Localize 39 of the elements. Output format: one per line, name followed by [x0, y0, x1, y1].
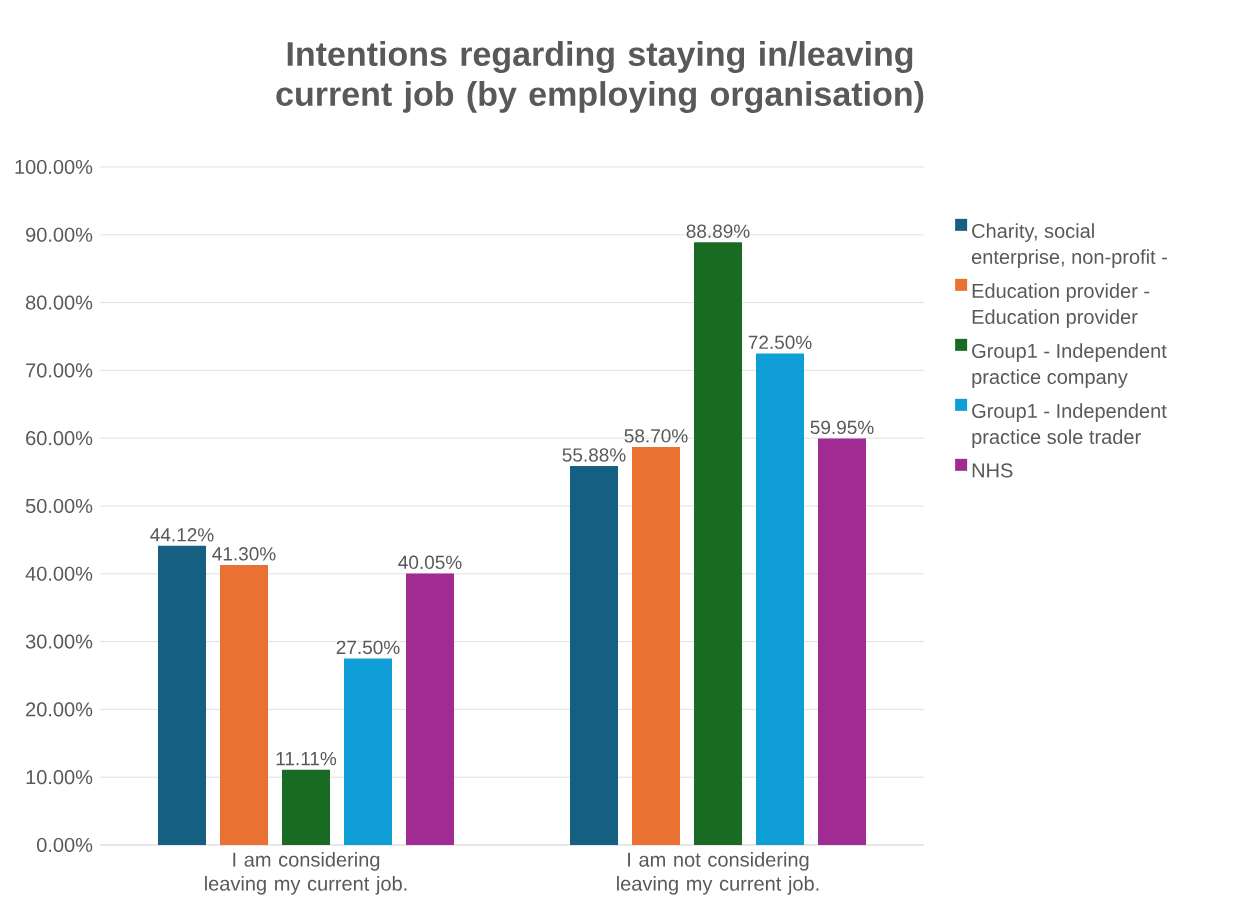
data-label: 58.70% [624, 429, 688, 443]
y-tick-label: 30.00% [25, 634, 93, 649]
y-tick-label: 100.00% [15, 159, 93, 175]
y-tick-label: 50.00% [25, 498, 93, 514]
bar [818, 438, 867, 845]
bar [570, 466, 618, 845]
y-tick-label: 10.00% [26, 770, 93, 785]
data-label: 55.88% [562, 448, 626, 462]
bar [694, 242, 743, 845]
y-tick-label: 70.00% [26, 363, 93, 378]
bar [158, 545, 207, 845]
data-label: 11.11% [276, 751, 337, 766]
legend-label: Group1 - Independent practice sole trader [972, 403, 1167, 448]
data-label: 40.05% [398, 555, 462, 570]
bar [344, 658, 392, 845]
x-tick-label: I am not considering leaving my current job. [617, 852, 819, 895]
chart-title: Intentions regarding staying in/leaving current job (by employing organisation) [276, 41, 924, 113]
data-label: 88.89% [686, 224, 750, 238]
y-tick-label: 20.00% [26, 702, 93, 717]
bar [282, 769, 330, 845]
y-tick-label: 60.00% [26, 431, 93, 446]
bar [756, 353, 805, 845]
data-label: 44.12% [150, 528, 214, 542]
y-tick-label: 90.00% [26, 227, 93, 242]
data-label: 27.50% [336, 640, 400, 655]
data-label: 41.30% [212, 547, 276, 561]
legend-label: Education provider - Education provider [972, 283, 1150, 328]
y-tick-label: 0.00% [37, 837, 93, 853]
bar [220, 564, 268, 845]
data-label: 59.95% [810, 420, 874, 435]
legend-label: Group1 - Independent practice company [972, 343, 1167, 388]
legend-label: NHS [972, 463, 1013, 478]
x-tick-label: I am considering leaving my current job. [205, 852, 407, 895]
bar [632, 446, 681, 845]
y-tick-label: 80.00% [25, 295, 93, 310]
legend-label: Charity, social enterprise, non-profit - [971, 223, 1167, 268]
y-tick-label: 40.00% [25, 566, 93, 581]
data-label: 72.50% [748, 335, 812, 350]
bar [406, 573, 454, 845]
